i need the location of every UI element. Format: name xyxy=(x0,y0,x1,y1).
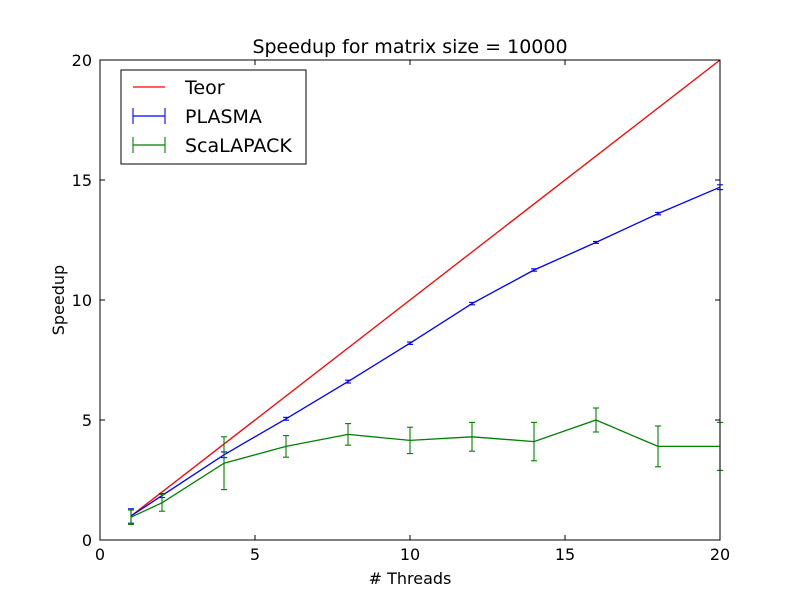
y-tick-label: 5 xyxy=(82,411,92,430)
legend-label: PLASMA xyxy=(185,106,262,128)
legend-entries: Teor PLASMA ScaLAPACK xyxy=(132,77,292,157)
error-bar xyxy=(407,426,413,455)
error-bar xyxy=(283,435,289,458)
error-bar xyxy=(469,301,475,306)
legend-entry: ScaLAPACK xyxy=(132,135,292,157)
x-tick-label: 0 xyxy=(95,545,105,564)
y-tick-label: 10 xyxy=(72,291,92,310)
error-bar xyxy=(655,211,661,216)
legend-box xyxy=(120,69,307,165)
y-tick-label: 15 xyxy=(72,171,92,190)
series-line-teor xyxy=(130,59,721,517)
legend: Teor PLASMA ScaLAPACK xyxy=(120,69,307,165)
x-tick-label: 10 xyxy=(400,545,420,564)
x-axis-label: # Threads xyxy=(369,569,452,588)
error-bar xyxy=(283,416,289,421)
error-bar xyxy=(469,421,475,452)
x-tick-label: 15 xyxy=(555,545,575,564)
legend-label: ScaLAPACK xyxy=(185,135,292,157)
error-bar xyxy=(593,240,599,244)
error-bar xyxy=(221,436,227,491)
x-tick-label: 5 xyxy=(250,545,260,564)
x-tick-label: 20 xyxy=(710,545,730,564)
error-bar xyxy=(531,268,537,272)
y-tick-label: 0 xyxy=(82,531,92,550)
error-bar xyxy=(159,493,165,512)
y-axis-label: Speedup xyxy=(49,265,68,335)
legend-entry: Teor xyxy=(133,77,225,99)
series-teor xyxy=(130,59,721,517)
error-bar xyxy=(345,423,351,446)
error-bar xyxy=(345,379,351,384)
error-bar xyxy=(593,407,599,433)
plot-frame xyxy=(99,59,721,541)
chart-title: Speedup for matrix size = 10000 xyxy=(252,36,567,58)
error-bar xyxy=(655,425,661,468)
error-bar xyxy=(128,509,134,525)
legend-entry: PLASMA xyxy=(132,106,262,128)
y-tick-label: 20 xyxy=(72,51,92,70)
ticks-layer: 0 5 10 15 20 0 5 10 15 20 xyxy=(72,51,731,564)
error-bar xyxy=(407,341,413,345)
legend-label: Teor xyxy=(184,77,225,99)
error-bar xyxy=(531,421,537,462)
